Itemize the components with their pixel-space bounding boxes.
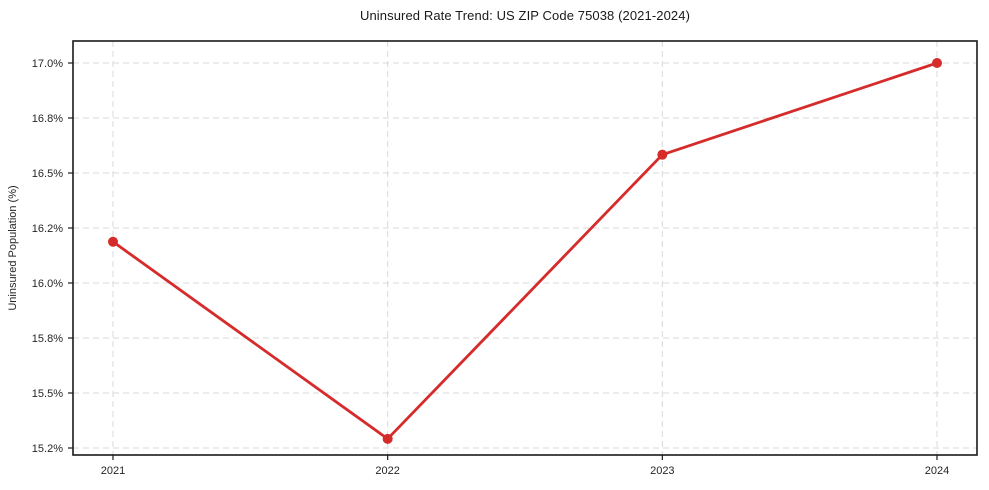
y-tick-label: 16.5% — [32, 168, 63, 180]
plot-border — [72, 40, 978, 456]
x-tick-label: 2024 — [925, 465, 949, 477]
x-tick-labels: 2021 2022 2023 2024 — [101, 465, 949, 477]
trend-line — [111, 61, 939, 441]
y-tick-label: 16.8% — [32, 113, 63, 125]
y-tick-labels: 15.2% 15.5% 15.8% 16.0% 16.2% 16.5% 16.8% 17.0% — [32, 58, 63, 455]
y-tick-label: 16.2% — [32, 223, 63, 235]
x-tick-label: 2022 — [375, 465, 399, 477]
data-points — [108, 58, 942, 444]
y-axis-label: Uninsured Population (%) — [7, 185, 19, 311]
y-tick-label: 15.8% — [32, 333, 63, 345]
data-point-2022 — [382, 433, 393, 444]
y-tick-label: 17.0% — [32, 58, 63, 70]
x-tick-label: 2021 — [101, 465, 125, 477]
chart-title: Uninsured Rate Trend: US ZIP Code 75038 … — [359, 8, 691, 23]
y-tick-label: 15.5% — [32, 388, 63, 400]
data-point-2021 — [108, 236, 118, 247]
x-tick-label: 2023 — [650, 465, 674, 477]
y-tick-label: 16.0% — [32, 278, 63, 290]
grid-lines — [73, 41, 977, 455]
y-tick-label: 15.2% — [32, 443, 63, 455]
data-point-2024 — [932, 58, 942, 68]
tick-marks — [68, 62, 938, 460]
data-point-2023 — [657, 149, 668, 160]
